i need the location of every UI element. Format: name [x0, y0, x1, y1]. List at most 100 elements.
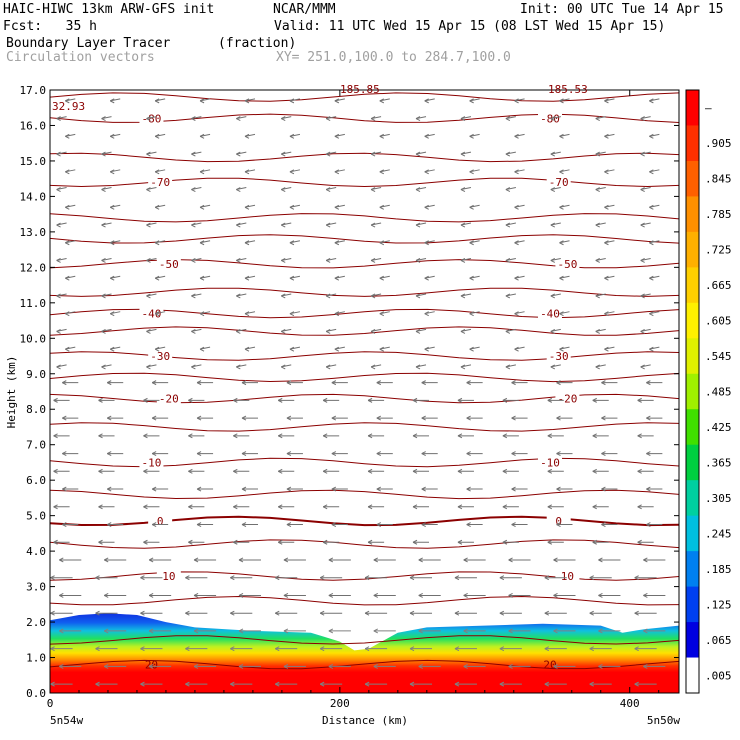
wind-vector-head [238, 663, 244, 669]
wind-vector-head [281, 364, 286, 370]
wind-vector-head [65, 169, 70, 175]
wind-vector-head [241, 380, 247, 386]
y-tick-label: 9.0 [26, 368, 46, 381]
contour-label-bg [156, 569, 181, 582]
wind-vector-head [637, 504, 642, 510]
wind-vector-head [376, 522, 382, 527]
wind-vector-head [370, 328, 376, 334]
contour-label: -70 [549, 176, 569, 189]
wind-vector-head [412, 539, 418, 545]
wind-vector-head [595, 364, 600, 370]
wind-vector-head [505, 293, 511, 299]
wind-vector-head [424, 133, 429, 139]
wind-vector-head [56, 151, 61, 157]
wind-vector-head [244, 169, 250, 175]
wind-vector-head [196, 522, 202, 527]
colorbar-swatch [686, 302, 699, 339]
temperature-contour-line [50, 326, 679, 336]
temperature-contour-line [50, 152, 679, 163]
wind-vector-head [559, 346, 564, 352]
wind-vector-head [154, 275, 160, 281]
wind-vector-head [143, 468, 148, 474]
wind-vector-head [505, 258, 511, 263]
wind-vector-head [640, 293, 645, 299]
temperature-contour-line [50, 595, 679, 606]
wind-vector-head [409, 610, 415, 616]
wind-vector-head [199, 204, 205, 210]
wind-vector-head [469, 240, 474, 246]
x-end-location: 5n50w [647, 714, 680, 727]
wind-vector-head [53, 539, 58, 545]
wind-vector-head [469, 98, 474, 104]
wind-vector-head [601, 380, 606, 386]
wind-vector-head [595, 293, 600, 299]
wind-vector-head [331, 451, 337, 457]
wind-vector-head [281, 222, 286, 228]
colorbar-label: .905 [705, 137, 732, 150]
field-units: (fraction) [218, 36, 297, 51]
wind-vector-head [319, 575, 325, 581]
wind-vector-head [595, 151, 600, 157]
wind-vector-head [367, 397, 373, 403]
wind-vector-head [511, 522, 516, 527]
wind-vector-head [511, 415, 516, 421]
wind-vector-head [505, 364, 511, 370]
wind-vector-head [469, 311, 474, 317]
wind-vector-head [595, 258, 600, 263]
wind-vector-head [328, 593, 334, 598]
contour-label: 0 [555, 515, 562, 528]
wind-vector-head [415, 151, 421, 157]
wind-vector-head [559, 98, 564, 104]
wind-vector-head [331, 415, 337, 421]
wind-vector-head [62, 451, 67, 457]
wind-vector-head [281, 116, 286, 122]
wind-vector-head [146, 187, 151, 192]
wind-vector-head [289, 346, 295, 352]
wind-vector-head [244, 275, 250, 281]
wind-vector-head [146, 258, 151, 263]
wind-vector-head [140, 575, 145, 581]
wind-vector-head [199, 98, 205, 104]
wind-vector-head [319, 646, 325, 652]
wind-vector-head [334, 346, 340, 352]
wind-vector-head [244, 204, 250, 210]
wind-vector-head [325, 116, 331, 122]
wind-vector-head [199, 240, 205, 246]
plot-frame [49, 89, 680, 694]
wind-vector-head [151, 451, 157, 457]
wind-vector-head [199, 346, 205, 352]
colorbar-label: .845 [705, 173, 732, 186]
wind-vector-head [505, 222, 511, 228]
contour-label: -10 [540, 456, 560, 469]
colorbar-swatch [686, 657, 699, 694]
colorbar-swatch [686, 409, 699, 446]
wind-vector-head [646, 486, 651, 492]
wind-vector-head [646, 380, 651, 386]
wind-vector-head [649, 98, 654, 104]
wind-vector-head [550, 151, 556, 157]
wind-vector-head [56, 116, 61, 122]
init-time: Init: 00 UTC Tue 14 Apr 15 [520, 2, 724, 17]
wind-vector-head [508, 628, 513, 634]
wind-vector-head [185, 681, 190, 687]
contour-label: 10 [561, 570, 574, 583]
wind-vector-head [547, 433, 553, 439]
wind-vector-head [59, 593, 64, 598]
wind-vector-head [278, 539, 283, 545]
wind-vector-head [278, 397, 283, 403]
wind-vector-head [53, 433, 58, 439]
contour-label-bg [546, 176, 571, 189]
colorbar-swatch [686, 125, 699, 162]
annotation-top-mid: 185.85 [340, 83, 380, 96]
wind-vector-head [637, 468, 642, 474]
wind-vector-head [50, 610, 55, 616]
wind-vector-head [514, 169, 519, 175]
wind-vector-head [412, 433, 418, 439]
wind-vector-head [559, 204, 564, 210]
contour-label: -80 [142, 112, 162, 125]
wind-vector-head [649, 275, 654, 281]
wind-vector-head [151, 522, 157, 527]
wind-vector-head [289, 133, 295, 139]
wind-vector-head [412, 468, 418, 474]
colorbar-swatch [686, 586, 699, 623]
